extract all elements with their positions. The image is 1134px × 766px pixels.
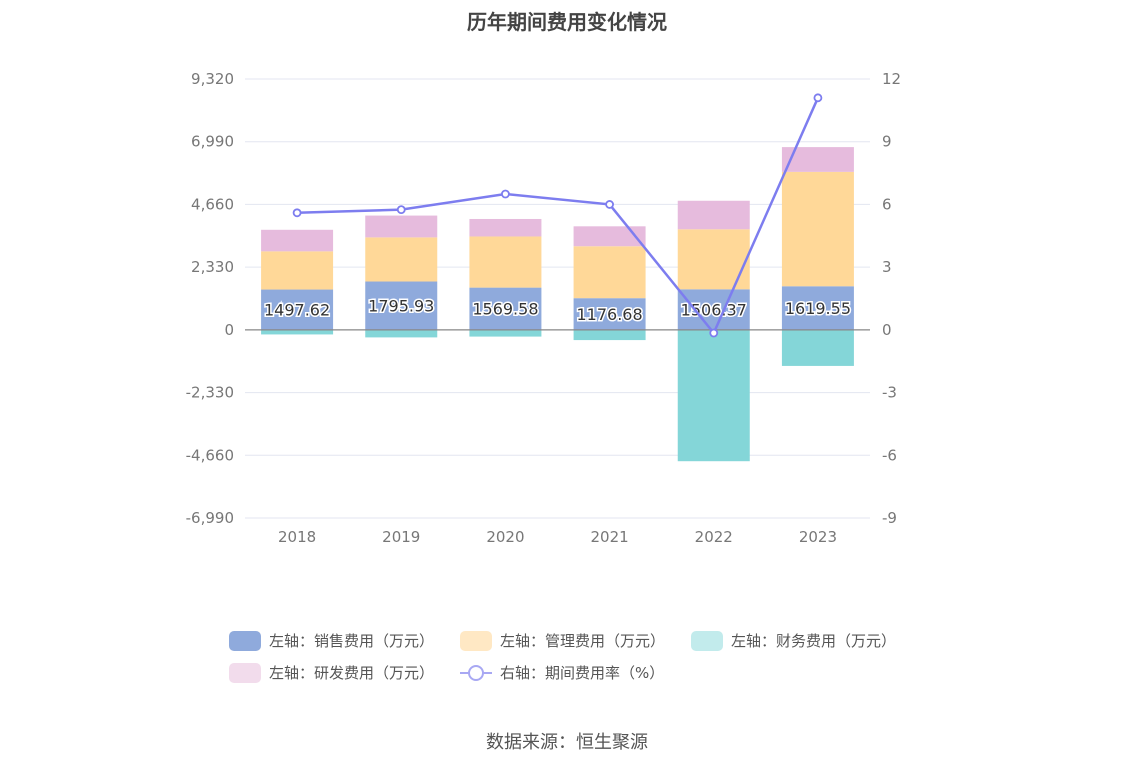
- bar-admin-2021: [573, 246, 646, 299]
- bar-finance-2023: [781, 329, 854, 366]
- bar-finance-2018: [261, 329, 334, 335]
- legend-swatch-admin: [460, 630, 493, 651]
- y-right-tick-label: -9: [882, 509, 897, 527]
- bar-sales-2018: [261, 289, 334, 330]
- chart-canvas: 9,320 6,990 4,660 2,330 0 -2,330 -4,660 -6,990 1…: [186, 70, 901, 546]
- y-left-tick-label: 0: [224, 321, 234, 339]
- bar-admin-2019: [365, 237, 438, 282]
- bar-sales-2020: [469, 287, 542, 330]
- bar-sales-2019: [365, 281, 438, 330]
- data-label-sales: 1176.68: [576, 305, 642, 324]
- rate-point: [396, 205, 406, 215]
- y-right-tick-label: -3: [882, 384, 897, 402]
- bar-admin-2023: [781, 171, 854, 287]
- y-right-tick-label: -6: [882, 446, 897, 464]
- legend-swatch-finance: [691, 630, 724, 651]
- legend-item-sales[interactable]: 左轴：销售费用（万元）: [229, 630, 434, 651]
- x-tick-label: 2019: [382, 528, 420, 546]
- legend-label-sales: 左轴：销售费用（万元）: [269, 632, 435, 650]
- legend-label-rate: 右轴：期间费用率（%）: [500, 664, 665, 682]
- legend-item-rd[interactable]: 左轴：研发费用（万元）: [229, 662, 434, 683]
- bar-rd-2020: [469, 218, 542, 237]
- rate-point: [605, 200, 614, 209]
- data-label-sales: 1506.37: [681, 301, 747, 320]
- bar-admin-2020: [469, 236, 542, 288]
- y-right-tick-label: 3: [882, 258, 892, 276]
- y-left-tick-label: -2,330: [186, 384, 234, 402]
- legend-swatch-rate: [460, 663, 493, 683]
- legend-item-admin[interactable]: 左轴：管理费用（万元）: [460, 630, 665, 651]
- x-tick-label: 2022: [695, 528, 733, 546]
- y-left-tick-label: 9,320: [191, 70, 234, 88]
- rate-point: [709, 328, 719, 338]
- bar-rd-2022: [677, 200, 750, 230]
- rate-point: [292, 208, 302, 218]
- bar-admin-2018: [261, 251, 334, 290]
- y-left-tick-label: 2,330: [191, 258, 234, 276]
- legend-item-rate[interactable]: 右轴：期间费用率（%）: [460, 662, 664, 683]
- legend-label-finance: 左轴：财务费用（万元）: [731, 632, 897, 650]
- x-tick-label: 2018: [278, 528, 316, 546]
- bar-rd-2023: [781, 147, 854, 172]
- bar-sales-2023: [781, 286, 854, 330]
- legend-swatch-rd: [229, 662, 261, 683]
- legend-label-admin: 左轴：管理费用（万元）: [500, 632, 666, 650]
- y-left-tick-label: 6,990: [191, 133, 234, 151]
- bar-finance-2019: [365, 329, 438, 338]
- y-right-tick-label: 12: [882, 70, 901, 88]
- y-right-tick-label: 6: [882, 195, 892, 213]
- data-label-sales: 1569.58: [472, 300, 538, 319]
- data-label-sales: 1497.62: [264, 301, 330, 320]
- rate-line: [297, 97, 820, 336]
- data-source: 数据来源：恒生聚源: [486, 732, 648, 753]
- bar-rd-2018: [261, 229, 334, 252]
- data-label-sales: 1619.55: [785, 299, 851, 318]
- bar-rd-2019: [365, 215, 438, 238]
- data-label-sales: 1795.93: [368, 297, 434, 316]
- bar-finance-2020: [469, 329, 542, 337]
- x-tick-label: 2020: [486, 528, 524, 546]
- y-right-tick-label: 9: [882, 133, 892, 151]
- bar-finance-2022: [677, 329, 750, 462]
- bar-sales-2022: [677, 289, 750, 330]
- y-left-tick-label: 4,660: [191, 195, 234, 213]
- bar-finance-2021: [573, 329, 646, 341]
- x-tick-label: 2021: [590, 528, 628, 546]
- legend-swatch-sales: [229, 630, 261, 651]
- rate-point: [813, 93, 823, 103]
- rate-point: [501, 189, 510, 199]
- bar-sales-2021: [573, 298, 646, 330]
- bar-admin-2022: [677, 229, 750, 290]
- y-right-tick-label: 0: [882, 321, 892, 339]
- legend-row-2: 左轴：研发费用（万元） 右轴：期间费用率（%）: [229, 662, 690, 683]
- y-left-tick-label: -6,990: [186, 509, 234, 527]
- bar-rd-2021: [573, 226, 646, 247]
- legend-item-finance[interactable]: 左轴：财务费用（万元）: [691, 630, 896, 651]
- chart-title: 历年期间费用变化情况: [467, 10, 667, 34]
- x-tick-label: 2023: [799, 528, 837, 546]
- legend-label-rd: 左轴：研发费用（万元）: [269, 664, 435, 682]
- y-left-tick-label: -4,660: [186, 446, 234, 464]
- legend-row-1: 左轴：销售费用（万元） 左轴：管理费用（万元） 左轴：财务费用（万元）: [229, 630, 922, 651]
